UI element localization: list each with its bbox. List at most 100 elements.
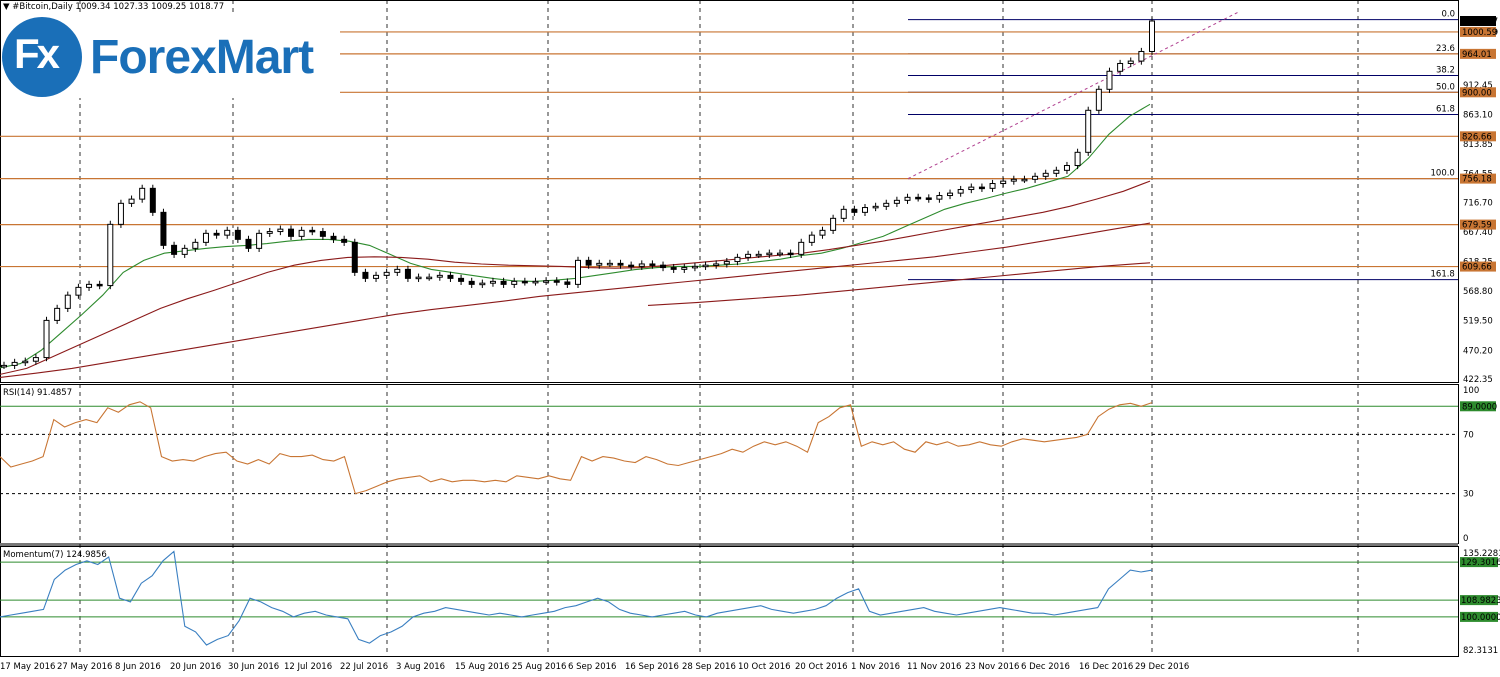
candle-body bbox=[266, 231, 273, 234]
rsi-tick-1: 70 bbox=[1463, 430, 1474, 440]
candle-body bbox=[915, 196, 922, 200]
candle-body bbox=[606, 262, 613, 266]
candle-body bbox=[1095, 88, 1102, 111]
candle-body bbox=[1042, 172, 1049, 177]
fib-label-4: 61.8 bbox=[1436, 104, 1455, 114]
candle-body bbox=[989, 183, 996, 189]
candle-body bbox=[691, 265, 698, 269]
candle-body bbox=[1127, 60, 1134, 64]
trend-line bbox=[907, 10, 1241, 180]
logo-name: ForexMart bbox=[90, 30, 314, 84]
candle-body bbox=[128, 198, 135, 204]
rsi-tick-2: 30 bbox=[1463, 490, 1474, 500]
candle-body bbox=[298, 229, 305, 237]
forexmart-logo: Fx ForexMart bbox=[2, 16, 340, 98]
x-tick-label-5: 12 Jul 2016 bbox=[284, 662, 332, 672]
candle-body bbox=[819, 229, 826, 236]
candle-body bbox=[32, 357, 39, 362]
candle-body bbox=[947, 192, 954, 197]
candle-body bbox=[957, 189, 964, 194]
rsi-line bbox=[0, 401, 1153, 495]
x-tick-label-9: 25 Aug 2016 bbox=[512, 662, 566, 672]
momentum-level-tag-1 bbox=[1460, 595, 1498, 606]
candle-body bbox=[893, 199, 900, 204]
candle-body bbox=[149, 187, 156, 213]
level-tag-6 bbox=[1460, 261, 1496, 272]
level-tag-2 bbox=[1460, 87, 1496, 98]
momentum-panel-border bbox=[0, 546, 1459, 657]
candle-body bbox=[1053, 169, 1060, 174]
candle-body bbox=[1010, 178, 1017, 182]
ma-line-dark-red bbox=[0, 222, 1151, 378]
candle-body bbox=[330, 235, 337, 240]
candle-body bbox=[96, 283, 103, 287]
candle-body bbox=[383, 271, 390, 276]
x-tick-label-4: 30 Jun 2016 bbox=[228, 662, 279, 672]
candle-body bbox=[723, 261, 730, 265]
candle-body bbox=[904, 196, 911, 201]
candle-body bbox=[1106, 70, 1113, 90]
candle-body bbox=[171, 244, 178, 255]
momentum-tick-bottom: 82.3131 bbox=[1463, 646, 1498, 656]
momentum-tick-top: 135.2281 bbox=[1463, 549, 1500, 559]
candle-body bbox=[75, 286, 82, 296]
candle-body bbox=[681, 267, 688, 270]
x-tick-label-12: 28 Sep 2016 bbox=[682, 662, 736, 672]
panel-separator bbox=[0, 543, 1458, 546]
candle-body bbox=[224, 229, 231, 236]
candle-body bbox=[404, 268, 411, 279]
candle-body bbox=[1021, 178, 1028, 182]
candle-body bbox=[458, 277, 465, 282]
logo-fx-icon: Fx bbox=[2, 17, 82, 97]
momentum-line bbox=[0, 550, 1153, 646]
candle-body bbox=[511, 280, 518, 285]
x-tick-label-18: 6 Dec 2016 bbox=[1021, 662, 1070, 672]
level-tag-1 bbox=[1460, 48, 1496, 59]
candle-body bbox=[373, 274, 380, 279]
y-tick-label-7: 813.85 bbox=[1463, 140, 1493, 150]
candle-body bbox=[309, 229, 316, 233]
candle-body bbox=[638, 263, 645, 267]
price-marker-label: 1018.77 bbox=[1462, 17, 1497, 27]
candle-body bbox=[351, 241, 358, 273]
candle-body bbox=[1117, 62, 1124, 72]
fib-label-6: 161.8 bbox=[1431, 270, 1455, 280]
y-tick-label-5: 863.10 bbox=[1463, 110, 1493, 120]
level-tag-4 bbox=[1460, 173, 1496, 184]
ma-line-green bbox=[0, 103, 1151, 369]
fib-label-2: 38.2 bbox=[1436, 65, 1455, 75]
x-tick-label-0: 17 May 2016 bbox=[0, 662, 55, 672]
candle-body bbox=[288, 228, 294, 237]
y-tick-label-18: 422.35 bbox=[1463, 375, 1493, 385]
rsi-level-tag-0 bbox=[1460, 401, 1496, 412]
level-tag-label-3: 826.66 bbox=[1462, 132, 1492, 142]
candle-body bbox=[585, 259, 592, 266]
candle-body bbox=[617, 262, 624, 266]
fib-label-3: 50.0 bbox=[1436, 82, 1455, 92]
level-tag-5 bbox=[1460, 219, 1496, 230]
candle-body bbox=[521, 280, 528, 284]
candle-body bbox=[713, 263, 720, 266]
candle-body bbox=[436, 274, 443, 278]
x-tick-label-17: 23 Nov 2016 bbox=[965, 662, 1019, 672]
candle-body bbox=[202, 232, 209, 243]
candle-body bbox=[660, 264, 667, 269]
y-tick-label-16: 519.50 bbox=[1463, 317, 1493, 327]
candle-body bbox=[862, 207, 868, 213]
candle-body bbox=[596, 262, 603, 266]
candle-body bbox=[883, 202, 890, 207]
candle-body bbox=[745, 253, 752, 258]
momentum-level-tag-0 bbox=[1460, 557, 1498, 568]
candle-body bbox=[766, 252, 773, 256]
x-tick-label-14: 20 Oct 2016 bbox=[795, 662, 848, 672]
candle-body bbox=[830, 217, 837, 231]
candle-body bbox=[564, 281, 571, 285]
candle-body bbox=[447, 274, 454, 279]
candle-body bbox=[1, 364, 7, 368]
candle-body bbox=[192, 241, 199, 249]
rsi-tick-3: 0 bbox=[1463, 534, 1468, 544]
candle-body bbox=[426, 276, 433, 280]
x-tick-label-11: 16 Sep 2016 bbox=[625, 662, 679, 672]
candle-body bbox=[1000, 180, 1007, 185]
